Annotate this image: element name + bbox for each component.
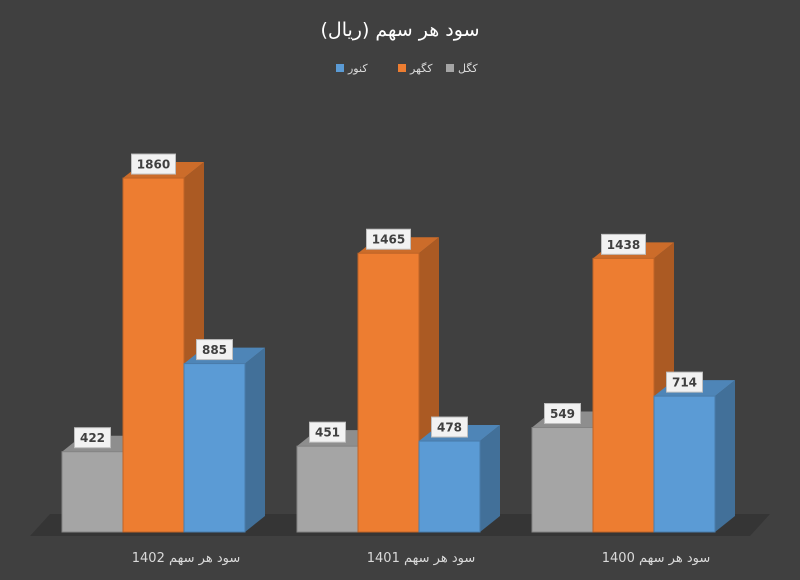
data-label-کگل-1: 451 bbox=[309, 421, 346, 443]
bar-side bbox=[480, 425, 500, 532]
bar-front bbox=[296, 445, 359, 533]
bar-front bbox=[183, 363, 246, 533]
bars-group bbox=[61, 162, 735, 533]
bar-side bbox=[715, 380, 735, 532]
bar-کنور-1 bbox=[418, 425, 500, 533]
data-label-box bbox=[666, 371, 703, 393]
data-labels-group: 422 1860 885 451 1465 478 549 1438 714 bbox=[74, 153, 703, 449]
data-label-کگهر-2: 1438 bbox=[601, 233, 646, 255]
data-label-text: 549 bbox=[550, 407, 575, 421]
data-label-کنور-2: 714 bbox=[666, 371, 703, 393]
legend-label: کگهر bbox=[409, 62, 433, 75]
data-label-box bbox=[309, 421, 346, 443]
bar-front bbox=[531, 427, 594, 533]
bar-front bbox=[357, 252, 420, 533]
x-tick-label: سود هر سهم 1401 bbox=[367, 551, 475, 566]
bar-کنور-2 bbox=[653, 380, 735, 533]
data-label-box bbox=[601, 233, 646, 255]
data-label-text: 422 bbox=[80, 431, 105, 445]
bar-side bbox=[245, 347, 265, 532]
x-axis-ticks: سود هر سهم 1402 سود هر سهم 1401 سود هر سهم… bbox=[132, 551, 710, 566]
bar-front bbox=[418, 440, 481, 533]
legend-label: کگل bbox=[458, 62, 478, 75]
bar-کنور-0 bbox=[183, 347, 265, 533]
x-tick-label: سود هر سهم 1402 bbox=[132, 551, 240, 566]
data-label-کنور-0: 885 bbox=[196, 339, 233, 361]
data-label-box bbox=[544, 403, 581, 425]
data-label-کگهر-1: 1465 bbox=[366, 228, 411, 250]
bar-front bbox=[61, 451, 124, 533]
data-label-box bbox=[431, 416, 468, 438]
legend-swatch bbox=[398, 64, 406, 72]
chart-title: سود هر سهم (ریال) bbox=[320, 19, 479, 41]
data-label-box bbox=[131, 153, 176, 175]
data-label-box bbox=[366, 228, 411, 250]
data-label-text: 1860 bbox=[137, 158, 170, 172]
data-label-text: 451 bbox=[315, 426, 340, 440]
legend-item-کنور: کنور bbox=[336, 62, 368, 75]
data-label-کگل-0: 422 bbox=[74, 427, 111, 449]
bar-front bbox=[122, 177, 185, 533]
legend-item-کگهر: کگهر bbox=[398, 62, 433, 75]
legend: کنور کگهر کگل bbox=[336, 62, 478, 75]
legend-item-کگل: کگل bbox=[446, 62, 478, 75]
data-label-text: 714 bbox=[672, 376, 697, 390]
legend-swatch bbox=[336, 64, 344, 72]
data-label-text: 885 bbox=[202, 343, 227, 357]
data-label-کنور-1: 478 bbox=[431, 416, 468, 438]
bar-front bbox=[592, 257, 655, 533]
legend-swatch bbox=[446, 64, 454, 72]
x-tick-label: سود هر سهم 1400 bbox=[602, 551, 710, 566]
bar-کگهر-1 bbox=[357, 237, 439, 533]
bar-front bbox=[653, 395, 716, 533]
data-label-text: 1465 bbox=[372, 233, 405, 247]
legend-label: کنور bbox=[347, 62, 368, 75]
data-label-کگل-2: 549 bbox=[544, 403, 581, 425]
data-label-box bbox=[74, 427, 111, 449]
data-label-text: 1438 bbox=[607, 238, 640, 252]
data-label-box bbox=[196, 339, 233, 361]
data-label-کگهر-0: 1860 bbox=[131, 153, 176, 175]
data-label-text: 478 bbox=[437, 421, 462, 435]
